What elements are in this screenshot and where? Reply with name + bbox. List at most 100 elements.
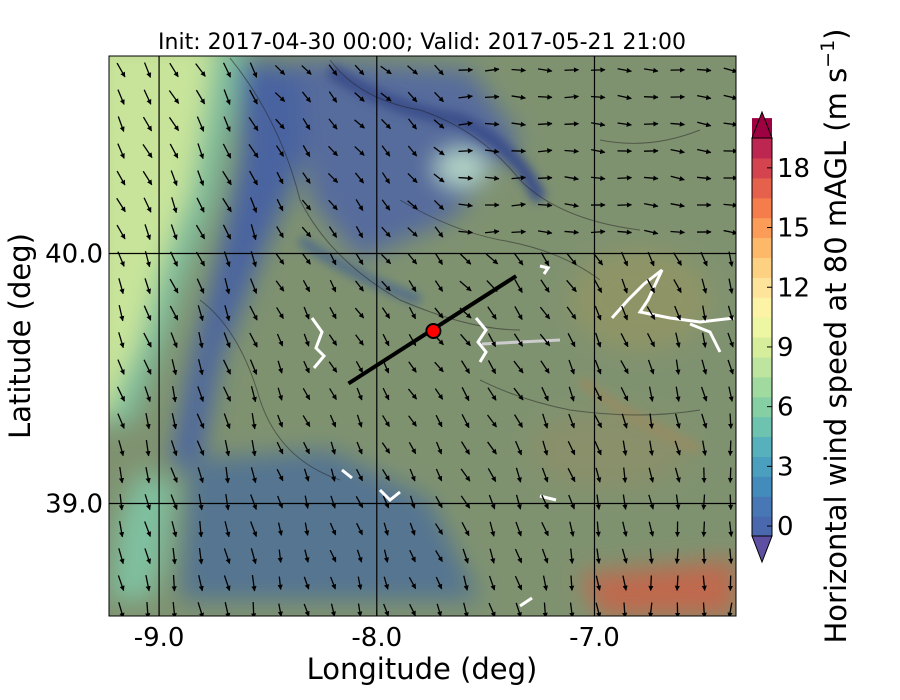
wind-vector [276,307,284,319]
wind-vector [356,549,363,563]
wind-vector [380,65,392,75]
wind-vector [222,197,232,213]
wind-vector [328,361,338,373]
colorbar-label-close: ) [819,28,853,39]
wind-vector [382,469,390,481]
wind-vector [564,148,579,154]
colorbar-segment [752,217,772,239]
strong-wind-zone-southeast [580,560,736,616]
wind-vector [117,251,125,267]
wind-vector [463,602,469,616]
wind-vector [648,575,654,592]
wind-vector [488,575,496,591]
y-tick-label: 39.0 [45,490,103,520]
wind-vector [435,550,443,562]
wind-vector [540,279,550,293]
wind-vector [198,547,204,565]
wind-vector [700,251,708,267]
wind-vector [409,603,416,616]
wind-vector [277,414,284,428]
wind-vector [511,67,527,73]
wind-vector [169,305,179,321]
wind-vector [407,65,418,75]
wind-vector [621,413,628,429]
terrain-features [297,64,702,454]
colorbar-label-exponent: −1 [817,40,839,68]
wind-vector [198,575,204,592]
wind-vector [647,251,655,267]
colorbar-segment [752,277,772,298]
wind-vector [434,361,444,373]
colorbar-segment [752,157,772,179]
wind-vector [673,252,682,266]
colorbar-label: Horizontal wind speed at 80 mAGL (m s−1) [817,28,853,643]
wind-vector [434,307,444,319]
colorbar-segment [752,138,772,159]
wind-vector [198,493,204,511]
wind-vector [643,175,659,181]
wind-vector [675,359,681,375]
wind-vector [169,62,179,78]
wind-vector [249,89,258,105]
wind-vector [569,548,575,564]
wind-vector [487,387,497,401]
wind-vector [116,197,126,213]
wind-vector [409,495,416,509]
wind-vector [407,227,418,237]
wind-vector [195,251,206,267]
wind-vector [728,521,734,537]
wind-vector [648,413,654,429]
wind-vector [595,521,601,537]
wind-vector [648,494,655,510]
wind-vector [617,67,632,73]
wind-vector [250,494,258,510]
wind-vector [595,602,602,616]
wind-vector [249,332,258,348]
wind-vector [249,278,258,294]
colorbar-tick-label: 15 [777,214,810,244]
wind-vector [251,412,257,430]
wind-vector [484,175,500,181]
x-tick-label: -7.0 [569,623,620,653]
wind-vector [648,548,654,564]
colorbar-segment [752,456,772,477]
colorbar-segment [752,197,772,219]
wind-vector [223,332,231,348]
colorbar-segment [752,376,772,398]
wind-vector [224,466,230,484]
chart-title: Init: 2017-04-30 00:00; Valid: 2017-05-2… [158,30,686,55]
wind-vector [674,467,681,483]
wind-vector [117,413,125,429]
wind-vector [142,144,153,159]
wind-vector [380,92,392,102]
wind-vector [514,414,523,428]
wind-vector [515,521,522,537]
colorbar [751,110,773,564]
wind-vector [723,229,736,236]
wind-vector [380,253,392,265]
wind-vector [276,171,284,185]
wind-vector [621,278,628,294]
wind-vector [382,333,390,347]
wind-vector [116,386,126,402]
wind-vector [723,67,736,74]
wind-vector [250,521,258,537]
wind-vector [302,118,311,130]
wind-vector [277,495,284,509]
wind-vector [408,576,417,590]
wind-vector [701,332,708,348]
wind-vector [303,306,310,320]
wind-vector [408,306,417,320]
wind-vector [590,175,606,181]
wind-vector [486,414,498,428]
wind-vector [383,522,390,536]
wind-vector [303,360,310,374]
wind-vector [460,495,471,509]
wind-vector [511,229,527,235]
wind-vector [460,333,471,347]
wind-vector [327,172,339,184]
wind-vector [275,280,285,292]
wind-vector [670,229,686,235]
wind-vector [513,360,524,374]
wind-vector [643,67,659,73]
